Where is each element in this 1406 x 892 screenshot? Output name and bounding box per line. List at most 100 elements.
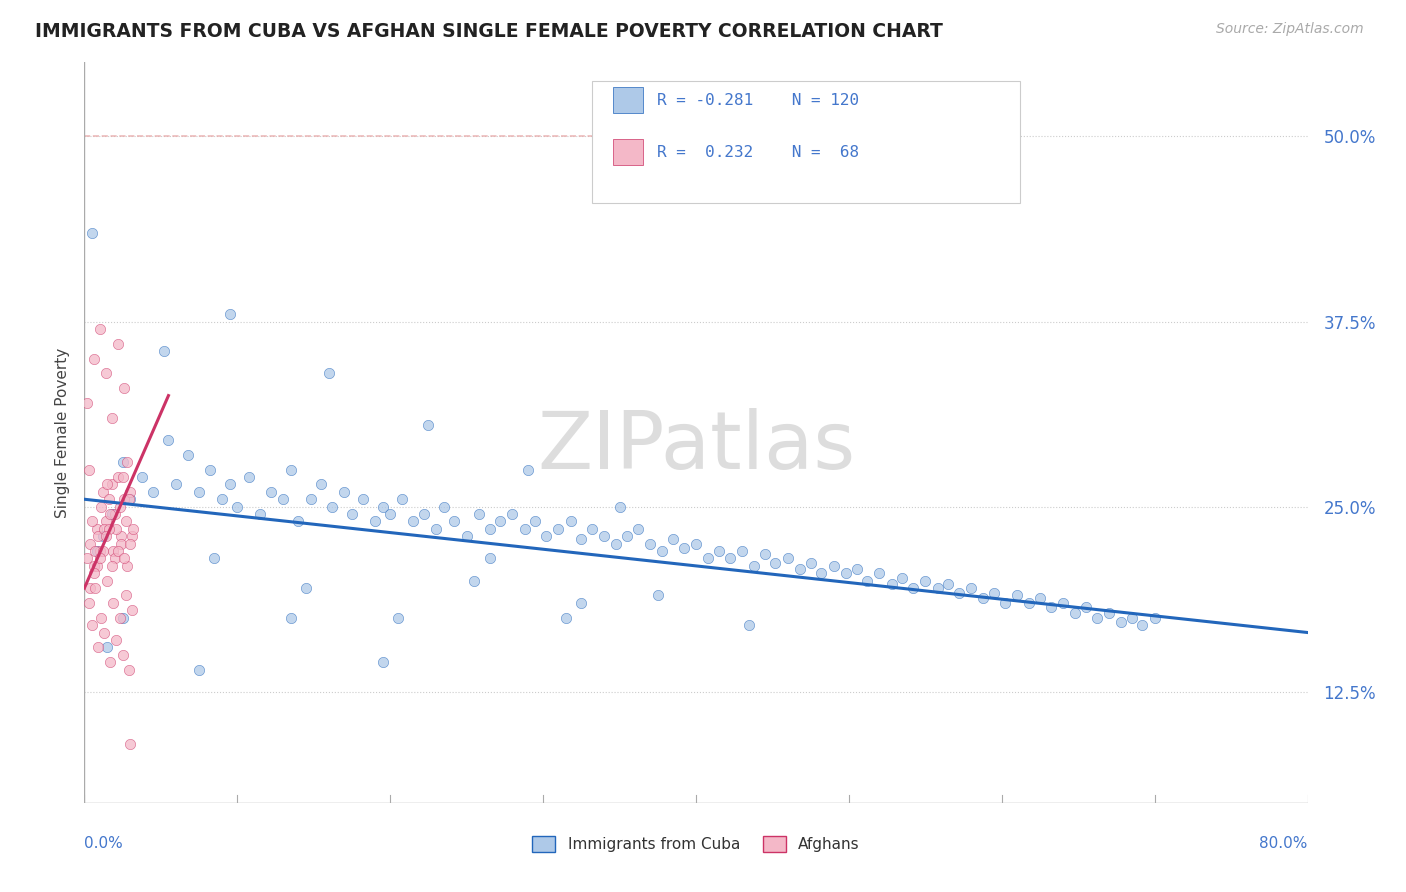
Point xyxy=(1005,589,1028,603)
Point xyxy=(609,500,631,514)
Point xyxy=(83,566,105,581)
Point xyxy=(463,574,485,588)
Text: 0.0%: 0.0% xyxy=(84,836,124,851)
Point xyxy=(91,484,114,499)
Text: Source: ZipAtlas.com: Source: ZipAtlas.com xyxy=(1216,22,1364,37)
Point xyxy=(731,544,754,558)
Point xyxy=(226,500,249,514)
Point xyxy=(260,484,283,499)
FancyBboxPatch shape xyxy=(592,81,1021,203)
Point xyxy=(238,470,260,484)
Point xyxy=(340,507,363,521)
Point xyxy=(87,640,110,655)
Point xyxy=(718,551,741,566)
Point xyxy=(80,618,103,632)
Point xyxy=(1074,600,1097,615)
Point xyxy=(104,507,127,521)
Point xyxy=(131,470,153,484)
Point xyxy=(98,655,121,669)
Point xyxy=(478,522,501,536)
Point xyxy=(111,611,134,625)
Point xyxy=(112,551,135,566)
Point xyxy=(79,536,101,550)
Point xyxy=(101,558,124,573)
Text: 80.0%: 80.0% xyxy=(1260,836,1308,851)
Point xyxy=(86,558,108,573)
Point xyxy=(110,536,132,550)
Point xyxy=(1085,611,1108,625)
Point xyxy=(76,396,98,410)
Point xyxy=(1029,591,1052,606)
Point xyxy=(880,576,903,591)
Point xyxy=(605,536,627,550)
Point xyxy=(84,544,107,558)
Point xyxy=(93,522,115,536)
Point xyxy=(107,544,129,558)
Point xyxy=(218,477,240,491)
Point xyxy=(468,507,491,521)
Point xyxy=(97,492,120,507)
Point xyxy=(188,663,211,677)
Point xyxy=(443,515,465,529)
FancyBboxPatch shape xyxy=(613,87,644,112)
Point xyxy=(121,529,143,543)
Point xyxy=(569,533,592,547)
Point xyxy=(502,507,524,521)
Legend: Immigrants from Cuba, Afghans: Immigrants from Cuba, Afghans xyxy=(526,830,866,858)
Point xyxy=(111,455,134,469)
Point xyxy=(560,515,582,529)
Point xyxy=(1143,611,1166,625)
Point xyxy=(402,515,425,529)
Point xyxy=(98,507,121,521)
Point xyxy=(114,589,136,603)
Point xyxy=(94,529,117,543)
Point xyxy=(983,585,1005,599)
Point xyxy=(901,581,924,595)
Point xyxy=(569,596,592,610)
Point xyxy=(685,536,707,550)
Point xyxy=(647,589,669,603)
Point xyxy=(86,522,108,536)
Point xyxy=(83,558,105,573)
Point xyxy=(111,470,134,484)
Point xyxy=(211,492,233,507)
Point xyxy=(83,351,105,366)
Text: R = -0.281    N = 120: R = -0.281 N = 120 xyxy=(657,93,859,108)
Point xyxy=(1018,596,1040,610)
Point xyxy=(105,522,128,536)
Point xyxy=(555,611,578,625)
Point xyxy=(202,551,225,566)
Point xyxy=(122,522,145,536)
Point xyxy=(672,541,695,555)
Point xyxy=(97,522,120,536)
Point xyxy=(118,492,141,507)
Point xyxy=(972,591,994,606)
Point xyxy=(489,515,512,529)
Point xyxy=(593,529,616,543)
Point xyxy=(80,515,103,529)
Point xyxy=(91,529,114,543)
Point xyxy=(371,500,394,514)
Point xyxy=(960,581,983,595)
Point xyxy=(1121,611,1143,625)
Point xyxy=(742,558,765,573)
Point xyxy=(165,477,187,491)
Point xyxy=(1039,600,1062,615)
Point xyxy=(118,663,141,677)
Point xyxy=(280,462,302,476)
Point xyxy=(107,470,129,484)
Point xyxy=(80,226,103,240)
Point xyxy=(707,544,730,558)
Point xyxy=(1132,618,1154,632)
Text: R =  0.232    N =  68: R = 0.232 N = 68 xyxy=(657,145,859,160)
Point xyxy=(651,544,673,558)
Point xyxy=(77,596,100,610)
Point xyxy=(856,574,879,588)
Point xyxy=(738,618,761,632)
Point xyxy=(107,336,129,351)
Text: IMMIGRANTS FROM CUBA VS AFGHAN SINGLE FEMALE POVERTY CORRELATION CHART: IMMIGRANTS FROM CUBA VS AFGHAN SINGLE FE… xyxy=(35,22,943,41)
Point xyxy=(177,448,200,462)
Point xyxy=(456,529,478,543)
Point xyxy=(121,603,143,617)
Point xyxy=(936,576,959,591)
